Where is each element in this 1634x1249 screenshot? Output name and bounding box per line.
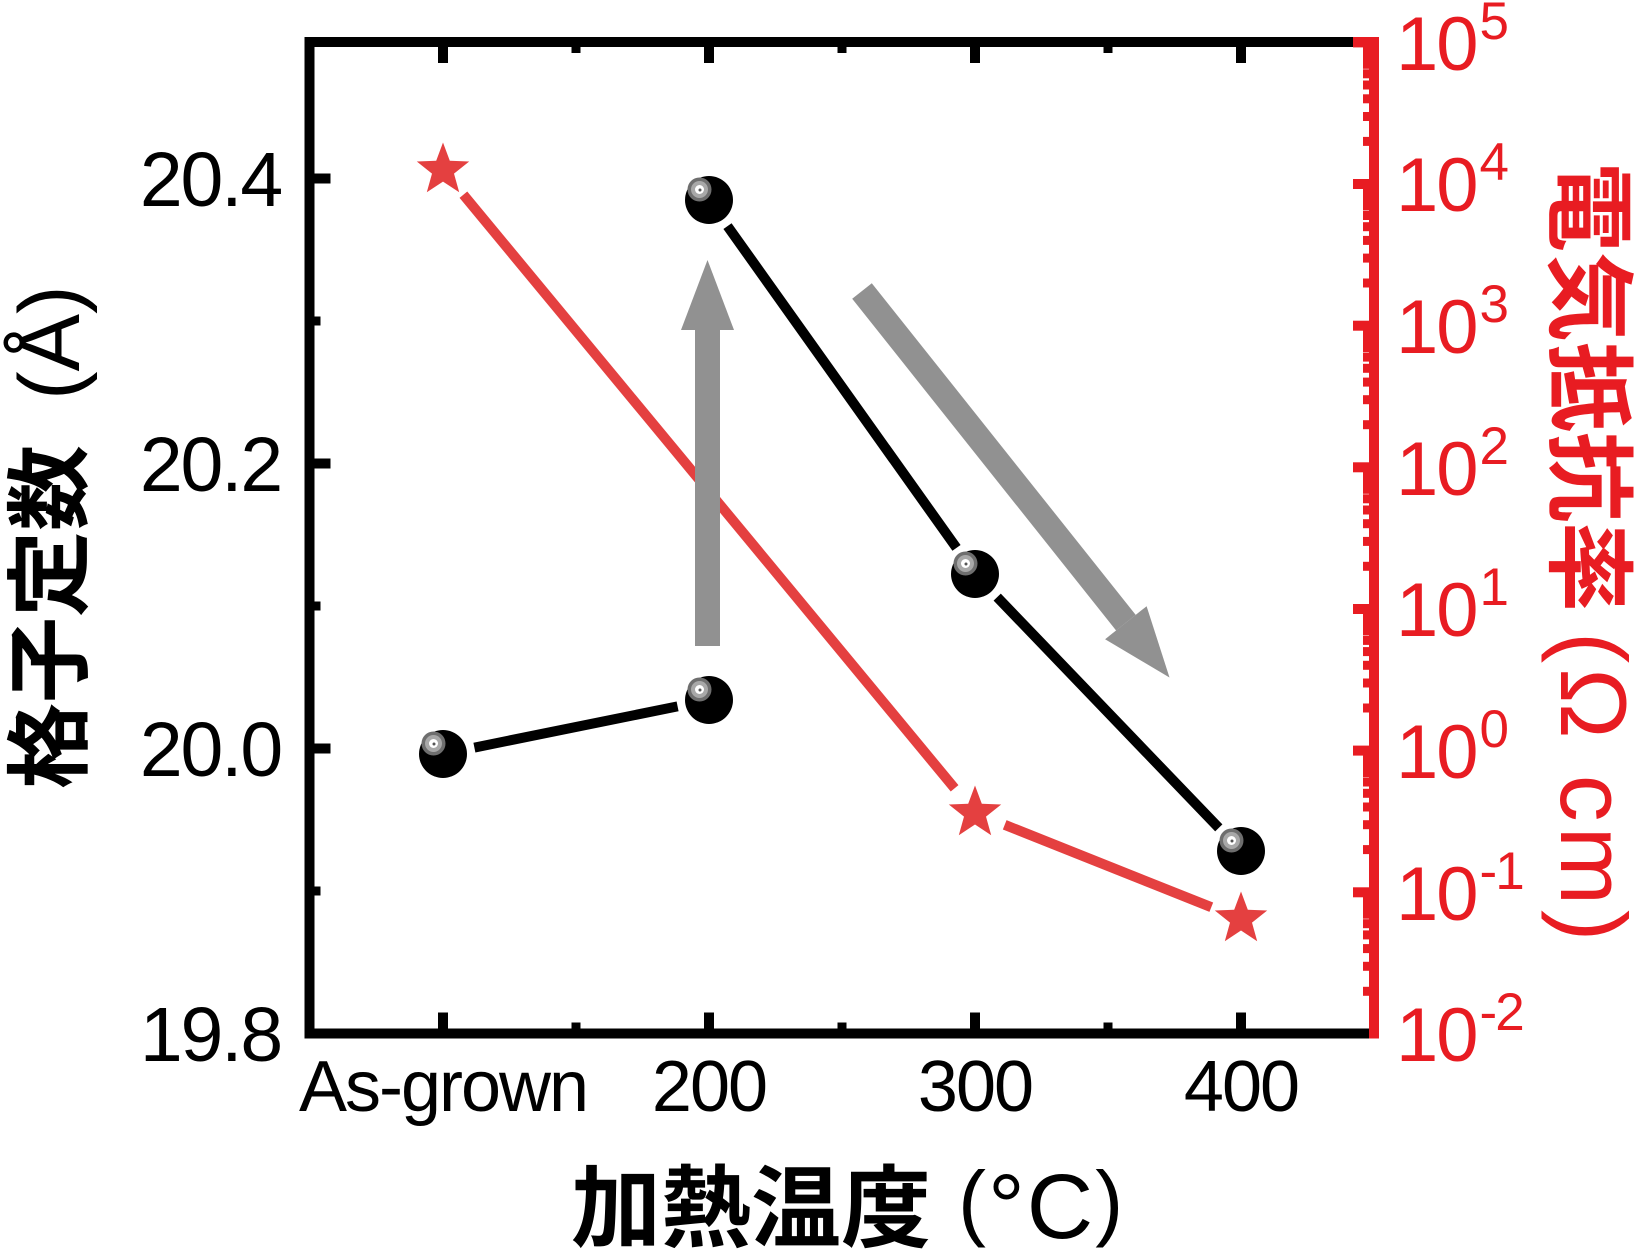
svg-text:200: 200 [652,1047,766,1127]
svg-text:(Å): (Å) [2,285,98,400]
svg-text:As-grown: As-grown [299,1047,587,1127]
svg-text:300: 300 [918,1047,1032,1127]
svg-text:20.4: 20.4 [140,137,281,223]
svg-text:10-1: 10-1 [1396,842,1523,937]
svg-text:20.2: 20.2 [140,422,281,508]
svg-text:19.8: 19.8 [140,992,281,1078]
svg-text:20.0: 20.0 [140,707,281,793]
svg-text:(Ω cm): (Ω cm) [1541,632,1634,946]
svg-text:400: 400 [1184,1047,1298,1127]
svg-text:105: 105 [1396,0,1508,87]
svg-text:(°C): (°C) [958,1154,1125,1249]
